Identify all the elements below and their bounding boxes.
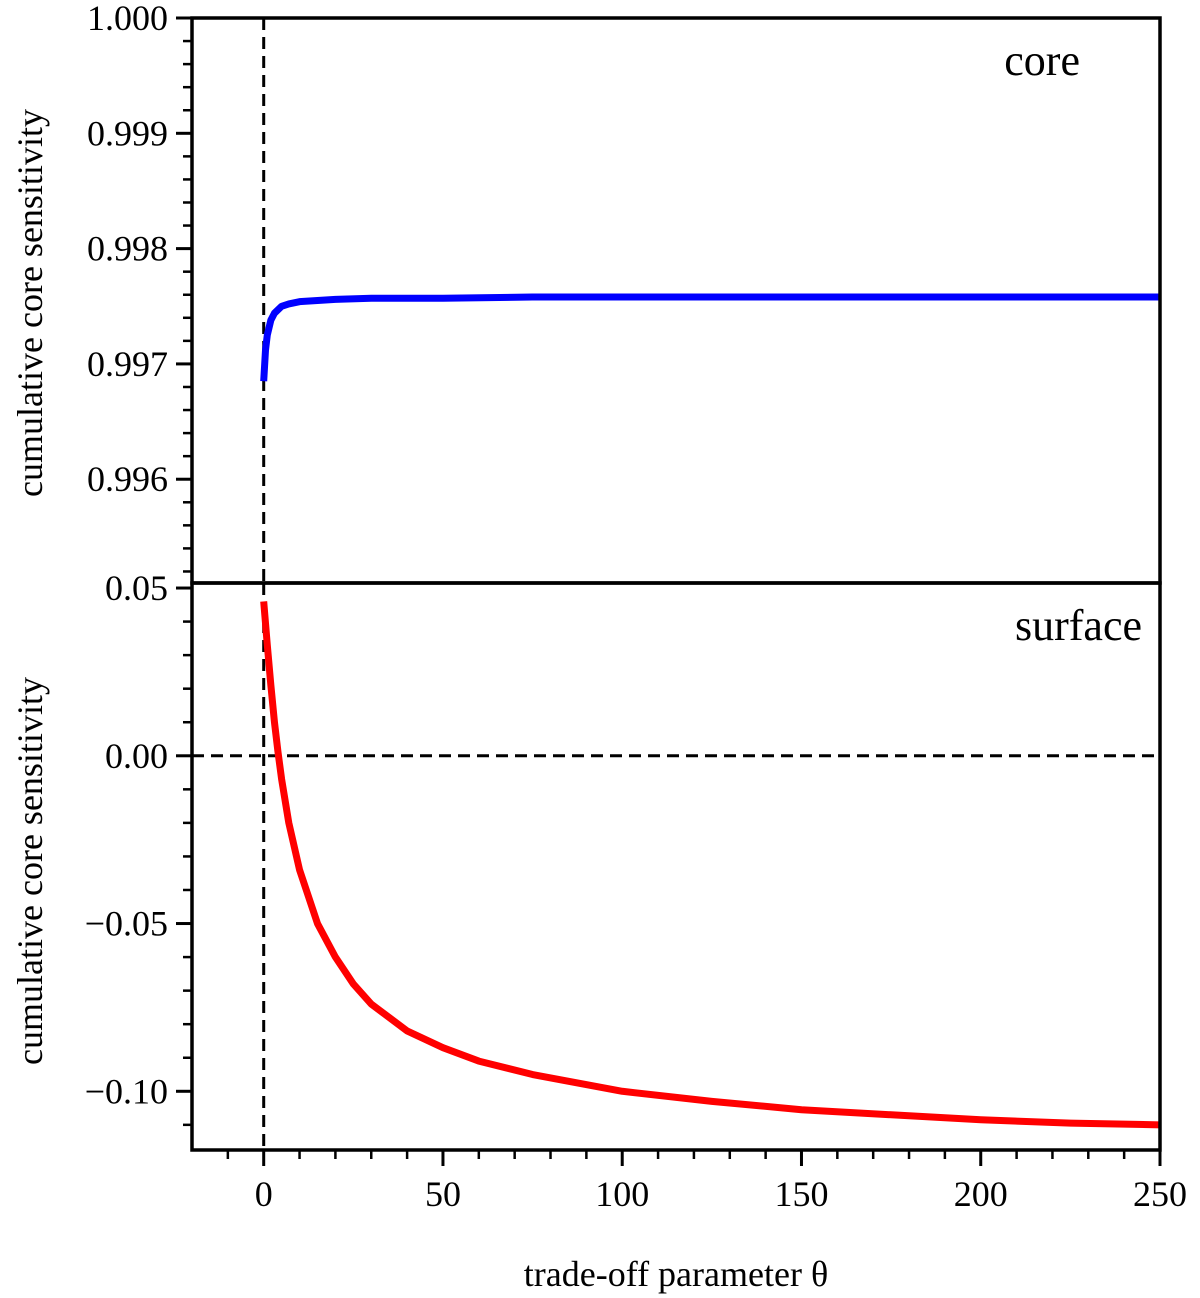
core-y-tick-label: 0.999: [87, 113, 168, 153]
surface-y-tick-label: −0.10: [85, 1071, 168, 1111]
y-axis-label-bottom: cumulative core sensitivity: [10, 677, 50, 1065]
x-tick-label: 150: [774, 1174, 828, 1214]
core-y-tick-label: 1.000: [87, 0, 168, 38]
x-tick-label: 0: [255, 1174, 273, 1214]
x-axis-label: trade-off parameter θ: [524, 1254, 828, 1294]
surface-axes-frame: [190, 581, 1162, 1152]
core-series-line: [260, 293, 1160, 382]
surface-panel: 0.05 0.00 −0.05 −0.10 0 50 100 150 200 250: [85, 568, 1187, 1214]
core-y-tick-label: 0.998: [87, 229, 168, 269]
axes-frames: [190, 16, 1162, 1152]
x-tick-label: 100: [595, 1174, 649, 1214]
panel-label-surface: surface: [1015, 601, 1142, 650]
surface-y-tick-label: 0.00: [105, 736, 168, 776]
core-y-tick-label: 0.996: [87, 459, 168, 499]
surface-y-tick-label: 0.05: [105, 568, 168, 608]
surface-y-tick-label: −0.05: [85, 904, 168, 944]
panel-label-core: core: [1004, 36, 1080, 85]
x-tick-label: 50: [425, 1174, 461, 1214]
y-axis-label-top: cumulative core sensitivity: [10, 109, 50, 497]
x-tick-label: 250: [1133, 1174, 1187, 1214]
x-tick-label: 200: [954, 1174, 1008, 1214]
surface-series-line: [260, 601, 1160, 1129]
core-panel: 0.996 0.997 0.998 0.999 1.000: [87, 0, 1161, 583]
core-y-tick-label: 0.997: [87, 344, 168, 384]
